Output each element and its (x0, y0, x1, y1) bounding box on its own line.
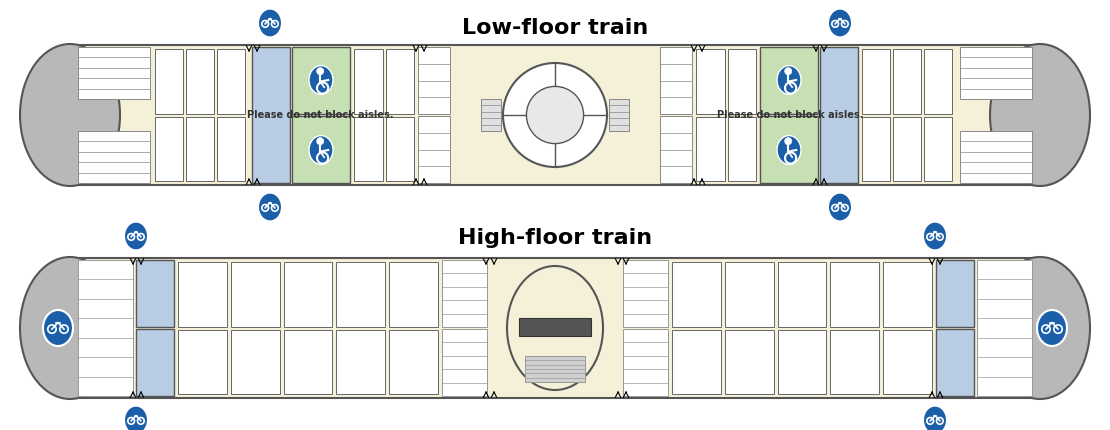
Bar (525, 356, 585, 382)
Ellipse shape (828, 193, 852, 221)
Bar (231, 329, 280, 394)
Bar (252, 47, 290, 183)
Bar (336, 262, 385, 326)
Bar (390, 262, 438, 326)
Bar (760, 116, 818, 183)
Bar (884, 262, 932, 326)
Ellipse shape (258, 9, 282, 37)
Bar (336, 329, 385, 394)
Ellipse shape (43, 310, 73, 346)
Circle shape (503, 63, 607, 167)
Ellipse shape (990, 44, 1090, 186)
Bar (178, 329, 226, 394)
Bar (894, 117, 921, 181)
Circle shape (316, 138, 324, 145)
Ellipse shape (20, 44, 120, 186)
Circle shape (785, 68, 791, 75)
Bar (78, 260, 133, 396)
Bar (862, 49, 890, 114)
Circle shape (785, 138, 791, 145)
Ellipse shape (924, 405, 947, 430)
Bar (862, 117, 890, 181)
Bar (672, 329, 720, 394)
Bar (924, 49, 952, 114)
Bar (442, 329, 487, 396)
Bar (390, 329, 438, 394)
Bar (292, 116, 350, 183)
Bar (70, 258, 1040, 398)
Text: High-floor train: High-floor train (458, 228, 652, 248)
Bar (696, 117, 725, 181)
Bar (623, 260, 668, 327)
Bar (960, 131, 1032, 183)
Ellipse shape (124, 221, 148, 250)
Bar (78, 47, 150, 99)
Bar (442, 260, 487, 327)
Bar (481, 99, 501, 131)
Ellipse shape (1037, 310, 1067, 346)
Ellipse shape (777, 135, 801, 164)
Ellipse shape (777, 66, 801, 95)
Bar (696, 49, 725, 114)
Bar (186, 49, 214, 114)
Bar (137, 329, 174, 396)
Ellipse shape (309, 66, 333, 95)
Ellipse shape (124, 405, 148, 430)
Ellipse shape (507, 266, 603, 390)
Bar (660, 116, 692, 183)
Circle shape (526, 86, 584, 144)
Ellipse shape (828, 9, 852, 37)
Bar (977, 260, 1032, 396)
Bar (385, 117, 414, 181)
Bar (924, 117, 952, 181)
Bar (283, 262, 332, 326)
Bar (936, 260, 973, 327)
Text: Please do not block aisles.: Please do not block aisles. (717, 110, 864, 120)
Bar (178, 262, 226, 326)
Bar (609, 99, 629, 131)
Bar (727, 117, 756, 181)
Bar (960, 47, 1032, 99)
Bar (70, 45, 1040, 185)
Bar (231, 262, 280, 326)
Ellipse shape (258, 193, 282, 221)
Text: Low-floor train: Low-floor train (462, 18, 648, 38)
Bar (672, 262, 720, 326)
Bar (292, 47, 350, 114)
Bar (830, 262, 879, 326)
Bar (354, 117, 383, 181)
Bar (660, 47, 692, 114)
Bar (385, 49, 414, 114)
Ellipse shape (20, 257, 120, 399)
Bar (519, 318, 591, 336)
Bar (778, 329, 827, 394)
Bar (155, 49, 183, 114)
Bar (137, 260, 174, 327)
Bar (725, 329, 774, 394)
Bar (725, 262, 774, 326)
Bar (216, 117, 245, 181)
Bar (894, 49, 921, 114)
Circle shape (316, 68, 324, 75)
Bar (283, 329, 332, 394)
Bar (778, 262, 827, 326)
Bar (418, 116, 450, 183)
Bar (216, 49, 245, 114)
Bar (418, 47, 450, 114)
Bar (884, 329, 932, 394)
Bar (760, 47, 818, 114)
Bar (186, 117, 214, 181)
Bar (727, 49, 756, 114)
Bar (78, 131, 150, 183)
Bar (820, 47, 858, 183)
Ellipse shape (924, 221, 947, 250)
Bar (830, 329, 879, 394)
Bar (155, 117, 183, 181)
Ellipse shape (990, 257, 1090, 399)
Text: Please do not block aisles.: Please do not block aisles. (246, 110, 393, 120)
Bar (354, 49, 383, 114)
Bar (936, 329, 973, 396)
Ellipse shape (309, 135, 333, 164)
Bar (623, 329, 668, 396)
